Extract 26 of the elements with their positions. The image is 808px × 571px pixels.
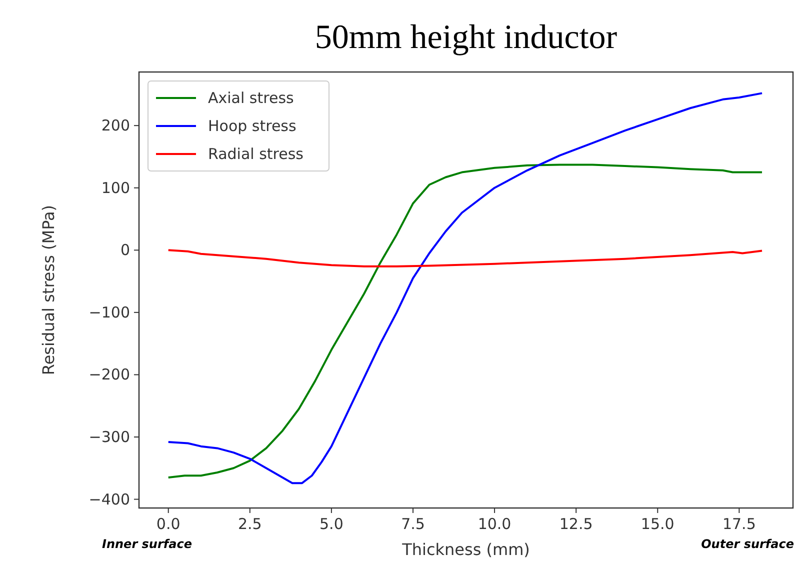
x-axis-title: Thickness (mm) <box>401 540 530 559</box>
y-tick-label: −200 <box>88 366 130 384</box>
x-tick-label: 2.5 <box>238 515 262 533</box>
chart-title: 50mm height inductor <box>314 19 618 56</box>
y-axis-title: Residual stress (MPa) <box>39 204 58 376</box>
line-series <box>167 249 764 268</box>
x-tick-label: 0.0 <box>156 515 180 533</box>
x-tick-label: 15.0 <box>640 515 674 533</box>
y-tick-label: 100 <box>101 178 130 197</box>
legend-label: Axial stress <box>208 89 294 107</box>
x-tick-label: 12.5 <box>559 515 593 533</box>
y-tick-label: −400 <box>88 490 130 508</box>
y-tick-label: 0 <box>120 241 130 260</box>
text: Inner surface <box>102 537 192 551</box>
x-tick-label: 10.0 <box>478 515 512 533</box>
line-series <box>167 92 764 484</box>
y-tick-label: −100 <box>88 303 130 322</box>
x-tick-label: 5.0 <box>320 515 344 533</box>
y-tick-label: −300 <box>88 428 130 446</box>
x-tick-label: 7.5 <box>401 515 425 533</box>
y-tick-label: 200 <box>101 116 130 135</box>
text: Outer surface <box>701 537 794 551</box>
legend-label: Hoop stress <box>208 117 296 135</box>
legend-label: Radial stress <box>208 145 304 163</box>
x-tick-label: 17.5 <box>722 515 756 533</box>
line-series <box>167 164 764 478</box>
